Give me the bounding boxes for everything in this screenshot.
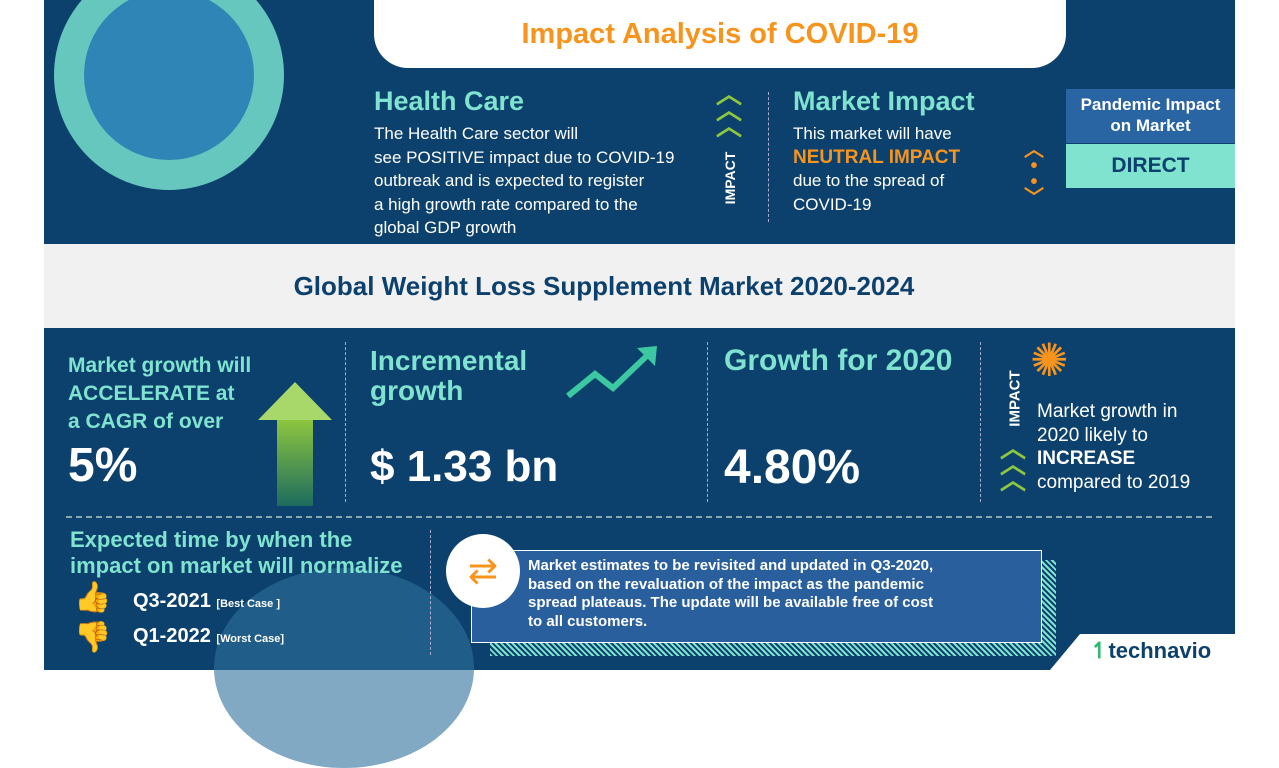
text-line: outbreak and is expected to register (374, 171, 645, 190)
note-text: Market estimates to be revisited and upd… (528, 557, 1041, 631)
arrow-up-icon (258, 382, 332, 420)
best-case: Q3-2021 [Best Case ] (133, 590, 280, 613)
divider (768, 92, 769, 222)
incremental-value: $ 1.33 bn (370, 442, 559, 491)
neutral-impact: NEUTRAL IMPACT (793, 146, 961, 168)
worst-case: Q1-2022 [Worst Case] (133, 625, 284, 648)
market-impact-text: This market will have NEUTRAL IMPACT due… (793, 122, 960, 216)
chevrons-up-icon: ︿ ︿ ︿ (1000, 433, 1027, 495)
text-line: Expected time by when the (70, 527, 353, 552)
worst-case-date: Q1-2022 (133, 625, 211, 647)
divider (707, 342, 708, 502)
refresh-icon: ⇄ (446, 534, 520, 608)
incremental-label: Incremental growth (370, 346, 527, 406)
increase-highlight: INCREASE (1037, 448, 1136, 469)
text-line: Incremental (370, 345, 528, 376)
text-line: compared to 2019 (1037, 471, 1191, 493)
pandemic-impact-value: DIRECT (1066, 144, 1235, 188)
cagr-text: Market growth will ACCELERATE at a CAGR … (68, 352, 251, 436)
best-case-date: Q3-2021 (133, 590, 211, 612)
impact-label: IMPACT (722, 151, 738, 205)
text-line: impact on market will normalize (70, 553, 403, 578)
impact-2020-text: Market growth in 2020 likely to INCREASE… (1037, 400, 1190, 494)
title-banner: Impact Analysis of COVID-19 (374, 0, 1066, 68)
pandemic-impact-label: Pandemic Impact on Market (1066, 89, 1235, 143)
text-line: Pandemic Impact (1080, 95, 1221, 114)
market-title-band: Global Weight Loss Supplement Market 202… (44, 244, 1235, 328)
worst-case-tag: [Worst Case] (216, 633, 285, 645)
best-case-tag: [Best Case ] (216, 598, 280, 610)
text-line: global GDP growth (374, 218, 517, 237)
logo-area (1050, 634, 1235, 670)
trend-up-icon (566, 346, 657, 399)
divider (980, 342, 981, 502)
cagr-value: 5% (68, 439, 138, 492)
text-line: Market estimates to be revisited and upd… (528, 557, 934, 574)
technavio-logo: ↿technavio (1090, 638, 1212, 663)
thumbs-up-icon: 👍 (74, 581, 112, 614)
text-line: based on the revaluation of the impact a… (528, 575, 924, 593)
text-line: spread plateaus. The update will be avai… (528, 594, 934, 611)
text-line: Market growth will (68, 354, 252, 377)
chevrons-up-icon: ︿ ︿ ︿ (716, 79, 743, 141)
neutral-arrows-icon: ︿ • • ﹀ (1024, 139, 1044, 209)
divider (345, 342, 346, 502)
text-line: a high growth rate compared to the (374, 194, 638, 214)
text-line: The Health Care sector will (374, 124, 579, 143)
text-line: due to the spread of (793, 171, 945, 190)
impact-label-2: IMPACT (1006, 370, 1024, 427)
text-line: COVID-19 (793, 194, 872, 214)
thumbs-down-icon: 👎 (74, 621, 112, 654)
virus-core (84, 0, 254, 160)
divider (430, 530, 431, 655)
arrow-up-shaft (277, 420, 313, 506)
growth-2020-label: Growth for 2020 (724, 344, 953, 377)
divider (66, 516, 1212, 518)
text-line: Market growth in (1037, 401, 1178, 422)
market-title: Global Weight Loss Supplement Market 202… (293, 271, 915, 301)
brand-name: technavio (1108, 638, 1212, 663)
sun-icon: ✺ (1030, 334, 1069, 386)
text-line: This market will have (793, 124, 952, 143)
growth-2020-value: 4.80% (724, 441, 861, 494)
text-line: 2020 likely to (1037, 424, 1148, 446)
page-title: Impact Analysis of COVID-19 (521, 18, 919, 50)
health-care-text: The Health Care sector will see POSITIVE… (374, 122, 674, 240)
market-impact-title: Market Impact (793, 86, 975, 116)
health-care-title: Health Care (374, 86, 525, 116)
text-line: ACCELERATE at (68, 382, 235, 405)
text-line: see POSITIVE impact due to COVID-19 (374, 147, 675, 167)
note-box: Market estimates to be revisited and upd… (471, 550, 1042, 643)
text-line: growth (370, 375, 464, 406)
normalize-title: Expected time by when the impact on mark… (70, 527, 403, 579)
text-line: on Market (1110, 116, 1191, 135)
text-line: a CAGR of over (68, 410, 224, 433)
text-line: to all customers. (528, 612, 648, 630)
